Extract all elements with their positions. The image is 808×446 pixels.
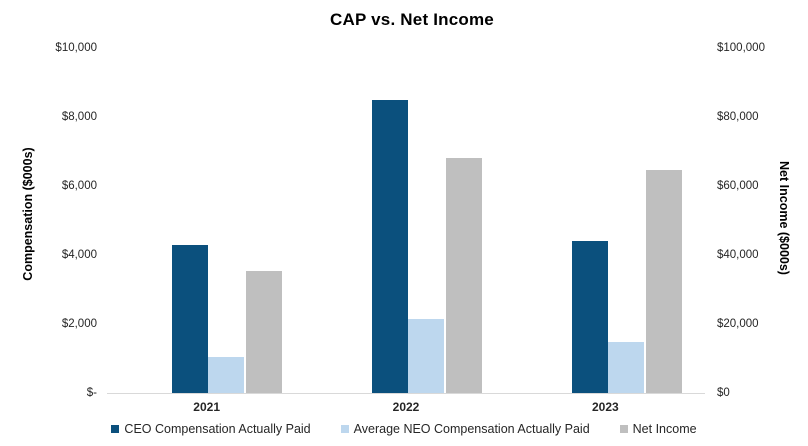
bar-series1-2022 xyxy=(408,319,444,393)
right-axis-title: Net Income ($000s) xyxy=(777,161,791,275)
bar-series2-2021 xyxy=(246,271,282,393)
category-label-2021: 2021 xyxy=(193,400,220,414)
legend-label: Average NEO Compensation Actually Paid xyxy=(353,422,590,436)
legend-swatch-icon xyxy=(111,425,120,433)
category-label-2022: 2022 xyxy=(392,400,420,414)
legend-label: Net Income xyxy=(632,422,697,436)
bar-series2-2023 xyxy=(646,170,682,393)
legend-item-2: Net Income xyxy=(619,422,697,436)
category-label-2023: 2023 xyxy=(591,400,619,414)
bar-series1-2021 xyxy=(208,357,244,393)
bar-series1-2023 xyxy=(608,342,644,393)
left-tick-1: $8,000 xyxy=(61,111,97,123)
right-tick-1: $80,000 xyxy=(717,111,759,123)
right-tick-3: $40,000 xyxy=(717,249,759,261)
bar-series2-2022 xyxy=(446,158,482,393)
left-tick-0: $10,000 xyxy=(55,42,97,54)
bar-series0-2021 xyxy=(172,245,208,393)
right-tick-4: $20,000 xyxy=(717,318,759,330)
legend-swatch-icon xyxy=(619,425,628,433)
legend-swatch-icon xyxy=(340,425,349,433)
plot-area xyxy=(107,48,705,394)
left-tick-2: $6,000 xyxy=(61,180,97,192)
right-tick-2: $60,000 xyxy=(717,180,759,192)
legend-item-1: Average NEO Compensation Actually Paid xyxy=(340,422,590,436)
legend-label: CEO Compensation Actually Paid xyxy=(124,422,311,436)
legend-item-0: CEO Compensation Actually Paid xyxy=(111,422,311,436)
left-tick-4: $2,000 xyxy=(61,318,97,330)
left-tick-3: $4,000 xyxy=(61,249,97,261)
left-tick-5: $- xyxy=(86,387,97,399)
bar-series0-2022 xyxy=(372,100,408,393)
legend: CEO Compensation Actually Paid Average NE… xyxy=(0,422,808,436)
bar-series0-2023 xyxy=(572,241,608,393)
chart-title: CAP vs. Net Income xyxy=(330,10,494,29)
right-tick-0: $100,000 xyxy=(717,42,765,54)
right-tick-5: $0 xyxy=(717,387,730,399)
